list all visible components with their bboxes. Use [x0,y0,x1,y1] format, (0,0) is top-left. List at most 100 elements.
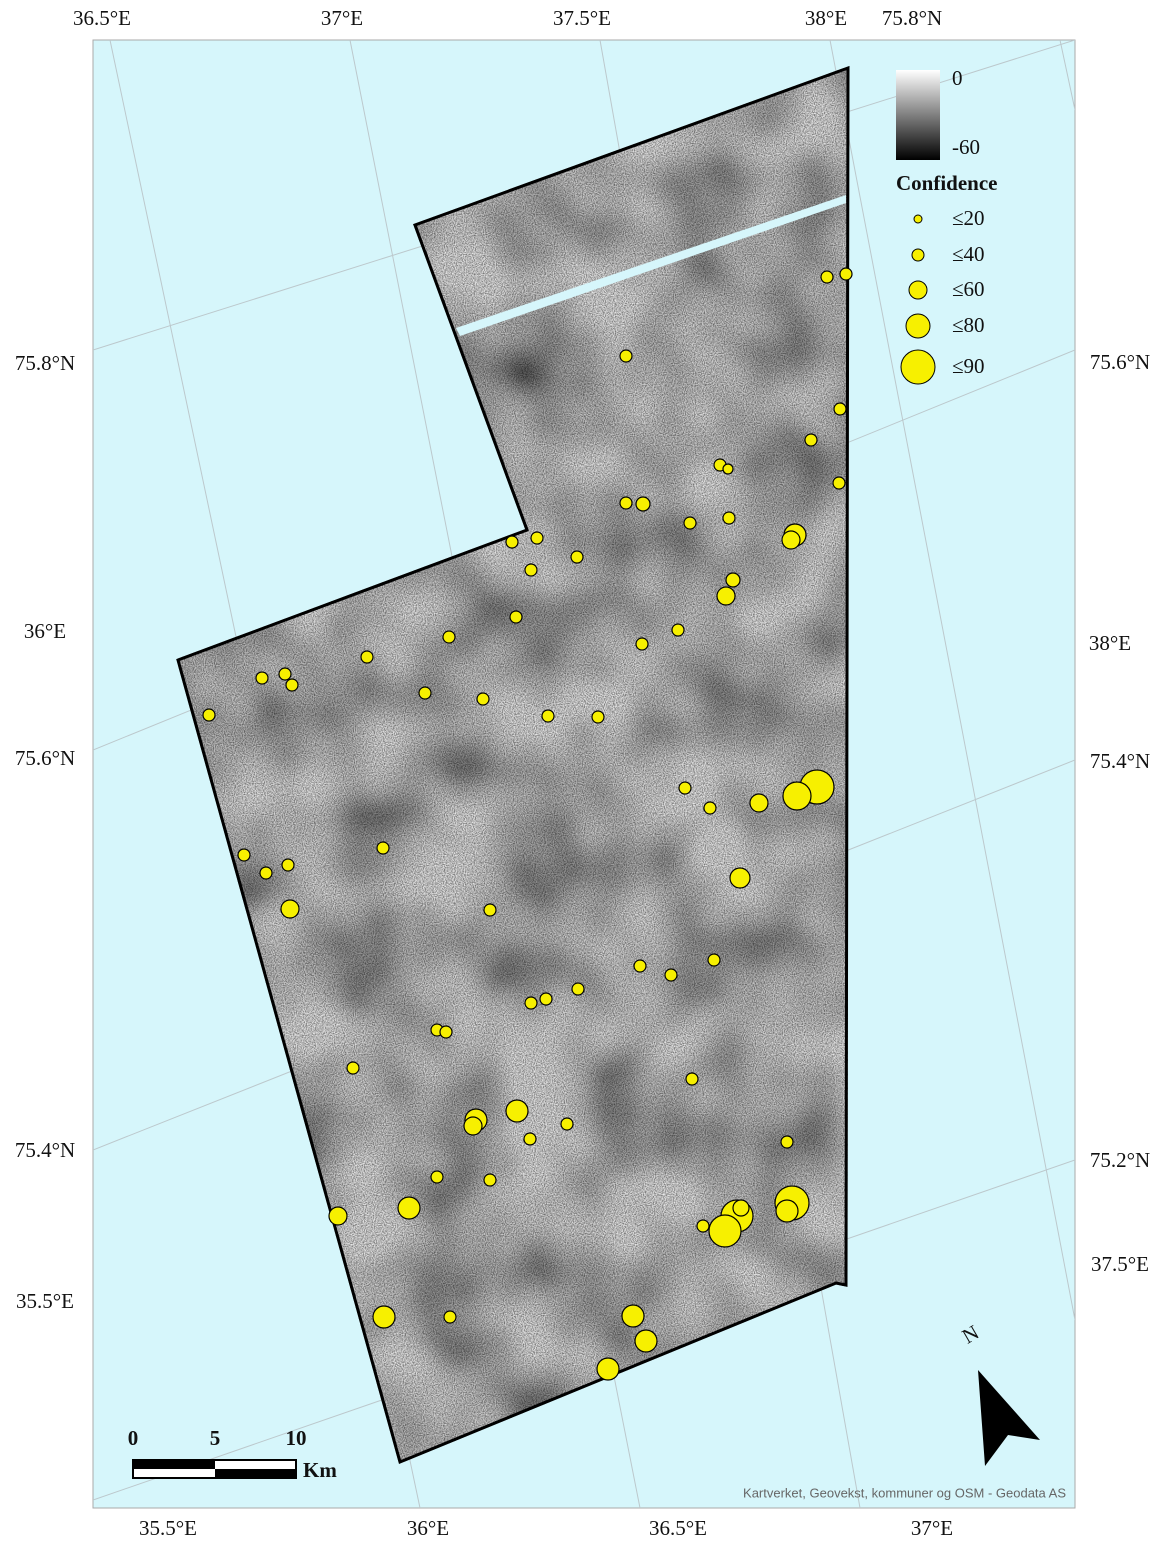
detection-point [419,687,431,699]
detection-point [726,573,740,587]
detection-point [840,268,852,280]
detection-point [634,960,646,972]
detection-point [373,1306,395,1328]
detection-point [572,983,584,995]
scale-bar-segment [133,1460,215,1469]
detection-point [686,1073,698,1085]
detection-point [506,536,518,548]
scale-bar-segment [215,1469,296,1478]
legend-title: Confidence [896,171,998,195]
detection-point [704,802,716,814]
scale-tick: 0 [128,1426,139,1450]
detection-point [286,679,298,691]
detection-point [679,782,691,794]
legend-class: ≤80 [952,313,985,337]
left-label: 35.5°E [16,1289,74,1313]
detection-point [260,867,272,879]
detection-point [279,668,291,680]
detection-point [347,1062,359,1074]
detection-point [477,693,489,705]
right-label: 75.4°N [1090,749,1150,773]
detection-point [484,904,496,916]
right-label: 75.6°N [1090,350,1150,374]
detection-point [821,271,833,283]
legend-symbol [912,249,924,261]
detection-point [781,1136,793,1148]
bottom-label: 36°E [407,1516,449,1540]
detection-point [717,587,735,605]
left-label: 36°E [24,619,66,643]
legend-class: ≤90 [952,354,985,378]
legend-class: ≤20 [952,206,985,230]
detection-point [733,1200,749,1216]
scale-tick: 5 [210,1426,221,1450]
detection-point [635,1330,657,1352]
detection-point [684,517,696,529]
top-label: 37°E [321,6,363,30]
right-label: 38°E [1089,631,1131,655]
detection-point [622,1305,644,1327]
detection-point [464,1117,482,1135]
detection-point [730,868,750,888]
right-label: 37.5°E [1091,1252,1149,1276]
top-label: 37.5°E [553,6,611,30]
detection-point [484,1174,496,1186]
color-ramp [896,70,940,160]
detection-point [750,794,768,812]
detection-point [361,651,373,663]
detection-point [697,1220,709,1232]
detection-point [540,993,552,1005]
detection-point [329,1207,347,1225]
attribution: Kartverket, Geovekst, kommuner og OSM - … [743,1485,1066,1500]
scale-tick: 10 [286,1426,307,1450]
detection-point [571,551,583,563]
legend-symbol [909,281,927,299]
detection-point [256,672,268,684]
detection-point [723,512,735,524]
detection-point [510,611,522,623]
detection-point [592,711,604,723]
detection-point [597,1358,619,1380]
bottom-label: 36.5°E [649,1516,707,1540]
detection-point [636,638,648,650]
detection-point [783,782,811,810]
legend-class: ≤60 [952,277,985,301]
detection-point [398,1197,420,1219]
detection-point [281,900,299,918]
left-label: 75.6°N [15,746,75,770]
legend-class: ≤40 [952,242,985,266]
legend-symbol [906,314,930,338]
detection-point [282,859,294,871]
top-label: 75.8°N [882,6,942,30]
detection-point [776,1200,798,1222]
detection-point [542,710,554,722]
map-figure: 36.5°E 37°E 37.5°E 38°E 75.8°N 75.8°N 36… [0,0,1166,1544]
detection-point [531,532,543,544]
detection-point [723,464,733,474]
left-label: 75.8°N [15,351,75,375]
detection-point [561,1118,573,1130]
detection-point [708,954,720,966]
left-label: 75.4°N [15,1138,75,1162]
detection-point [377,842,389,854]
bottom-label: 37°E [911,1516,953,1540]
detection-point [805,434,817,446]
top-label: 36.5°E [73,6,131,30]
detection-point [782,531,800,549]
detection-point [620,350,632,362]
legend-symbol [901,350,935,384]
detection-point [444,1311,456,1323]
detection-point [525,564,537,576]
detection-point [443,631,455,643]
detection-point [431,1171,443,1183]
detection-point [506,1100,528,1122]
detection-point [238,849,250,861]
detection-point [665,969,677,981]
ramp-min-label: -60 [952,135,980,159]
detection-point [636,497,650,511]
detection-point [833,477,845,489]
ramp-max-label: 0 [952,66,963,90]
right-label: 75.2°N [1090,1148,1150,1172]
detection-point [203,709,215,721]
detection-point [524,1133,536,1145]
